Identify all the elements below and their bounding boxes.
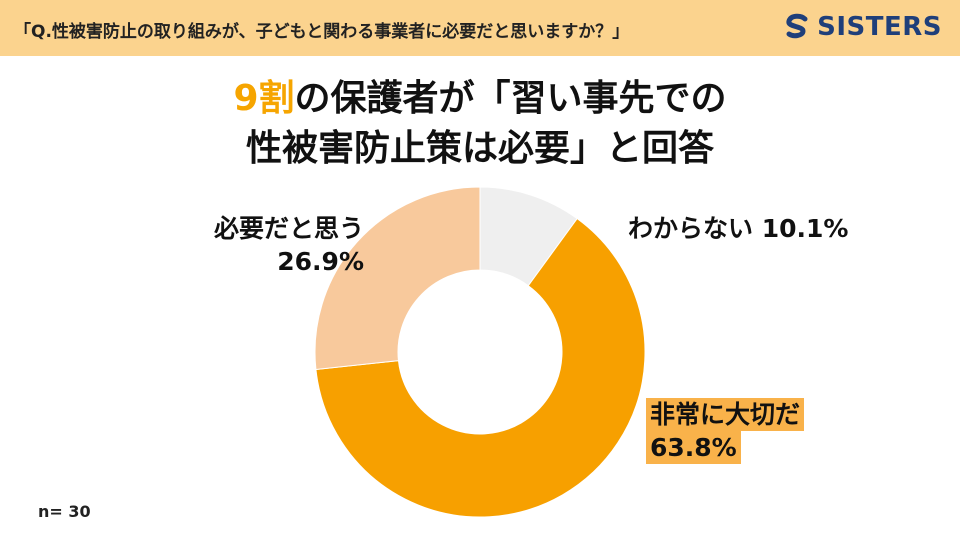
brand-logo: SISTERS [783, 12, 942, 42]
headline-line2: 性被害防止策は必要」と回答 [245, 128, 714, 169]
label-slice-necessary: 必要だと思う 26.9% [168, 212, 364, 278]
label-slice-necessary-name: 必要だと思う [213, 214, 364, 243]
label-slice-very-important-name: 非常に大切だ [646, 398, 805, 431]
label-slice-very-important: 非常に大切だ 63.8% [646, 398, 805, 464]
headline-accent: 9割 [233, 78, 295, 119]
headline: 9割の保護者が「習い事先での 性被害防止策は必要」と回答 [0, 74, 960, 174]
donut-slice-1 [315, 217, 646, 518]
label-slice-unknown-name: わからない [628, 214, 754, 243]
donut-slice-2 [314, 186, 481, 371]
headline-line1: 9割の保護者が「習い事先での [0, 74, 960, 124]
s-logo-icon [786, 13, 808, 39]
sample-size: n= 30 [38, 502, 91, 521]
brand-name: SISTERS [817, 12, 942, 42]
label-slice-unknown-value: 10.1% [761, 214, 849, 243]
header-bar: 「Q.性被害防止の取り組みが、子どもと関わる事業者に必要だと思いますか？」 SI… [0, 0, 960, 56]
headline-line1-rest: の保護者が「習い事先での [294, 78, 727, 119]
label-slice-unknown: わからない 10.1% [628, 212, 848, 245]
label-slice-necessary-value: 26.9% [277, 247, 364, 276]
label-slice-very-important-value: 63.8% [646, 431, 741, 464]
question-text: 「Q.性被害防止の取り組みが、子どもと関わる事業者に必要だと思いますか？」 [14, 22, 630, 42]
